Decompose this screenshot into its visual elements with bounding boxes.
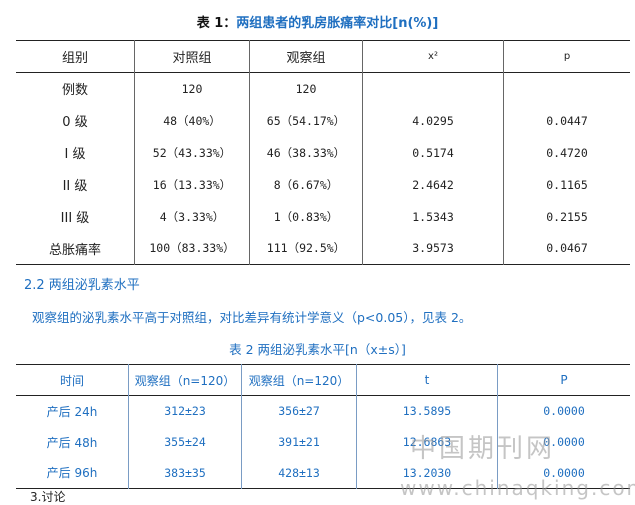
table-cell: 13.5895 [356,395,498,427]
table2-header-group-b: 观察组（n=120） [241,364,357,396]
table-cell: 312±23 [128,395,242,427]
table1-header-control: 对照组 [134,40,250,73]
table-row: 产后 24h 312±23 356±27 13.5895 0.0000 [16,395,630,427]
table1-header-group: 组别 [16,40,135,73]
table2: 时间 观察组（n=120） 观察组（n=120） t P 产后 24h 312±… [16,364,630,489]
table1-title-prefix: 表 1： [196,16,237,31]
table-cell: 0 级 [16,104,135,137]
table-cell: 0.0000 [543,435,585,449]
table1: 组别 对照组 观察组 x² p 例数 120 120 0 级 48（40%） 6… [16,40,630,265]
table-cell: 0.0000 [543,404,585,419]
discussion-heading: 3.讨论 [30,490,66,504]
table2-header-p: P [560,373,568,387]
table-cell: 100（83.33%） [134,232,250,265]
table1-header-chi2: x² [362,40,504,73]
table2-header-t: t [356,364,498,396]
table-cell: 0.1165 [546,177,588,192]
table-cell: 4（3.33%） [134,200,250,233]
table2-header-group-a: 观察组（n=120） [128,364,242,396]
table-row: 产后 96h 383±35 428±13 13.2030 0.0000 [16,457,630,489]
table-cell: 355±24 [128,426,242,458]
table-row: II 级 16（13.33%） 8（6.67%） 2.4642 0.1165 [16,168,630,201]
table-cell: 产后 24h [16,395,129,427]
table-row: 0 级 48（40%） 65（54.17%） 4.0295 0.0447 [16,104,630,137]
table-cell: 12.6863 [356,426,498,458]
table-cell [362,72,504,105]
table-cell: 391±21 [241,426,357,458]
table-cell: I 级 [16,136,135,169]
table-cell: 52（43.33%） [134,136,250,169]
table-cell: 120 [249,72,363,105]
table1-header-row: 组别 对照组 观察组 x² p [16,40,630,73]
table-cell: 0.5174 [362,136,504,169]
table2-header-row: 时间 观察组（n=120） 观察组（n=120） t P [16,364,630,396]
table-cell: 46（38.33%） [249,136,363,169]
table-row: III 级 4（3.33%） 1（0.83%） 1.5343 0.2155 [16,200,630,233]
table-cell: 356±27 [241,395,357,427]
table-cell: 0.0447 [546,113,588,128]
table2-header-time: 时间 [16,364,129,396]
table-row: 例数 120 120 [16,72,631,105]
table-cell: 3.9573 [362,232,504,265]
table-cell: II 级 [16,168,135,201]
table-cell: 总胀痛率 [16,232,135,265]
table-cell: 65（54.17%） [249,104,363,137]
table-cell: 16（13.33%） [134,168,250,201]
table-row: 产后 48h 355±24 391±21 12.6863 0.0000 [16,426,630,458]
table-cell: 48（40%） [134,104,250,137]
table-cell: 8（6.67%） [249,168,363,201]
table-cell: 产后 96h [16,457,129,489]
section-paragraph: 观察组的泌乳素水平高于对照组，对比差异有统计学意义（p<0.05），见表 2。 [32,310,472,325]
table-cell: 111（92.5%） [249,232,363,265]
table-cell: 例数 [16,72,135,105]
table2-title: 表 2 两组泌乳素水平[n（x±s）] [229,342,406,357]
table-row: I 级 52（43.33%） 46（38.33%） 0.5174 0.4720 [16,136,630,169]
table-cell [504,73,631,105]
table-cell: 0.4720 [546,145,588,160]
table-cell: 0.0000 [543,465,585,480]
table-cell: 4.0295 [362,104,504,137]
table-cell: 2.4642 [362,168,504,201]
table-cell: 120 [134,72,250,105]
section-heading: 2.2 两组泌乳素水平 [24,278,140,293]
table-cell: 1.5343 [362,200,504,233]
table1-title-main: 两组患者的乳房胀痛率对比[n(%)] [236,16,439,31]
table-cell: 产后 48h [16,426,129,458]
table-cell: 0.0467 [546,241,588,256]
table-cell: 428±13 [241,457,357,489]
table-cell: 1（0.83%） [249,200,363,233]
table-cell: 13.2030 [356,457,498,489]
table1-title: 表 1：两组患者的乳房胀痛率对比[n(%)] [0,12,635,31]
table-row: 总胀痛率 100（83.33%） 111（92.5%） 3.9573 0.046… [16,232,630,265]
table-cell: III 级 [16,200,135,233]
table1-header-p: p [563,51,571,62]
table-cell: 0.2155 [546,209,588,224]
table1-header-observe: 观察组 [249,40,363,73]
table-cell: 383±35 [128,457,242,489]
